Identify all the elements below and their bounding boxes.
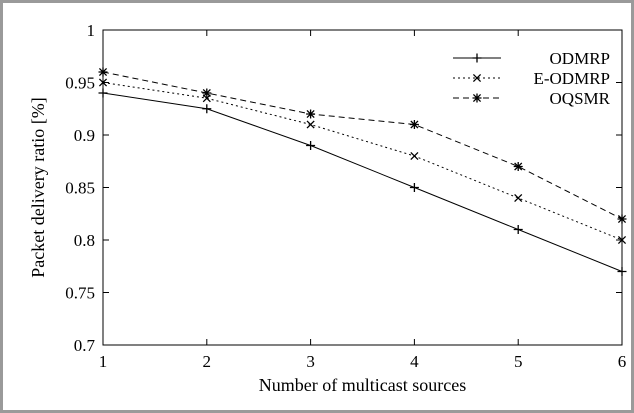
data-point-oqsmr-0 <box>98 67 108 77</box>
y-tick-label-6: 1 <box>87 21 96 40</box>
legend-marker-odmrp <box>472 53 482 63</box>
data-point-oqsmr-2 <box>306 109 316 119</box>
series-line-oqsmr <box>102 71 623 220</box>
data-point-oqsmr-3 <box>409 120 419 129</box>
series-line-e-odmrp <box>102 82 623 241</box>
series-odmrp <box>98 88 627 276</box>
legend-marker-oqsmr <box>472 93 482 103</box>
series-oqsmr <box>98 67 627 224</box>
x-tick-label-4: 5 <box>514 352 523 371</box>
x-tick-label-1: 2 <box>203 352 212 371</box>
legend-label-odmrp: ODMRP <box>550 49 610 68</box>
y-tick-label-3: 0.85 <box>65 179 95 198</box>
data-point-e-odmrp-0 <box>98 78 108 87</box>
legend-label-oqsmr: OQSMR <box>550 89 611 108</box>
data-point-oqsmr-4 <box>513 162 523 171</box>
x-axis-label: Number of multicast sources <box>259 375 466 395</box>
data-point-oqsmr-5 <box>617 214 627 224</box>
y-tick-label-1: 0.75 <box>65 284 95 303</box>
data-point-odmrp-2 <box>306 141 316 150</box>
x-axis-ticks: 1 2 3 4 5 6 <box>99 30 627 371</box>
data-point-oqsmr-1 <box>202 88 212 98</box>
data-point-odmrp-3 <box>409 183 419 192</box>
series-e-odmrp <box>98 78 627 245</box>
x-tick-label-2: 3 <box>306 352 315 371</box>
legend-marker-e-odmrp <box>472 73 482 83</box>
x-tick-label-0: 1 <box>99 352 108 371</box>
data-point-e-odmrp-4 <box>514 193 523 203</box>
data-point-odmrp-0 <box>98 88 108 98</box>
legend-label-e-odmrp: E-ODMRP <box>533 69 610 88</box>
data-point-odmrp-5 <box>617 267 627 276</box>
data-point-e-odmrp-2 <box>306 120 315 129</box>
data-point-e-odmrp-5 <box>617 235 627 245</box>
y-axis-label: Packet delivery ratio [%] <box>28 97 48 277</box>
data-point-e-odmrp-3 <box>410 151 419 161</box>
y-tick-label-4: 0.9 <box>74 126 95 145</box>
data-point-odmrp-1 <box>202 104 212 114</box>
x-tick-label-3: 4 <box>410 352 419 371</box>
y-tick-label-2: 0.8 <box>74 231 95 250</box>
data-point-odmrp-4 <box>513 225 523 234</box>
series-line-odmrp <box>102 92 623 272</box>
y-tick-label-5: 0.95 <box>65 74 95 93</box>
x-tick-label-5: 6 <box>618 352 627 371</box>
y-axis-ticks: 0.7 0.75 0.8 0.85 0.9 0.95 1 <box>65 21 622 355</box>
series-group <box>98 67 627 276</box>
y-tick-label-0: 0.7 <box>74 336 96 355</box>
